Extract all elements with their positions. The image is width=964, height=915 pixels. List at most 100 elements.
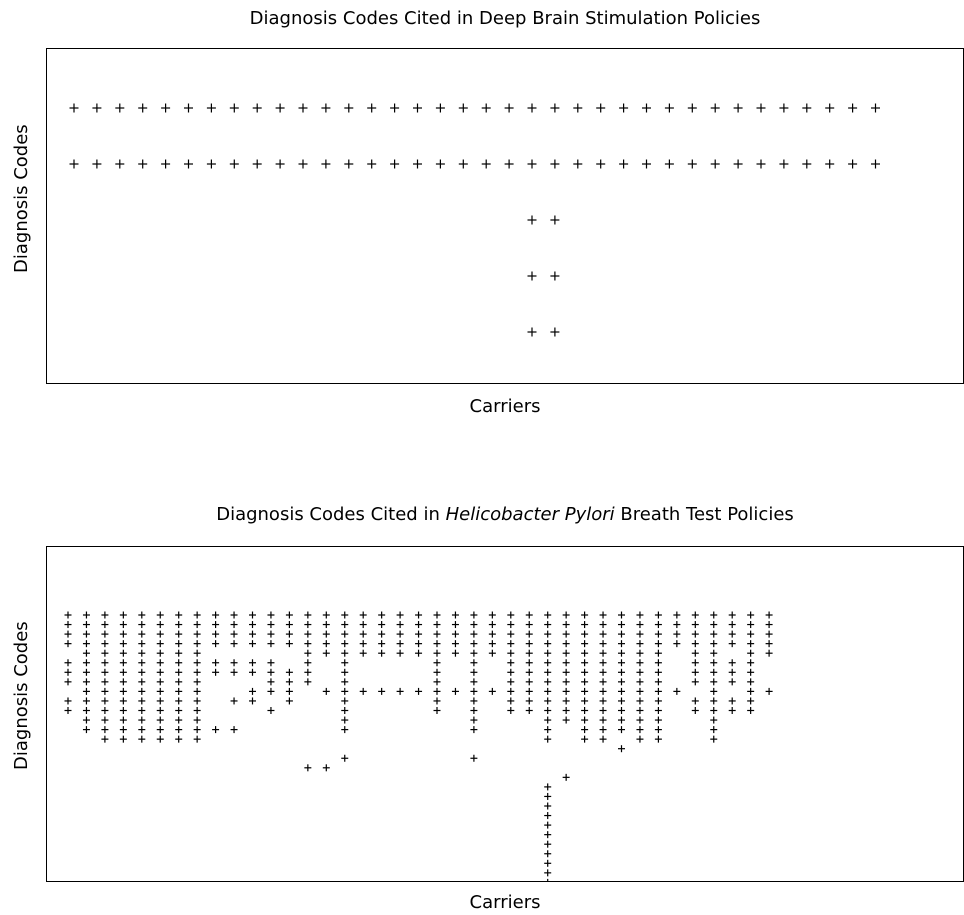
data-point-16	[435, 103, 445, 113]
data-point-32	[802, 103, 812, 113]
data-point-131	[267, 630, 275, 638]
data-point-257	[525, 697, 533, 705]
data-point-62	[138, 726, 146, 734]
data-point-54	[481, 159, 491, 169]
data-point-76	[527, 327, 537, 337]
data-point-350	[636, 716, 644, 724]
data-point-37	[119, 621, 127, 629]
data-point-27	[687, 103, 697, 113]
data-point-61	[138, 716, 146, 724]
data-point-142	[285, 668, 293, 676]
data-point-124	[249, 640, 256, 648]
data-point-78	[175, 611, 183, 619]
data-point-27	[101, 659, 109, 667]
data-point-99	[193, 678, 201, 686]
data-point-3	[138, 103, 148, 113]
data-point-11	[321, 103, 331, 113]
data-point-196	[415, 630, 423, 638]
data-point-198	[415, 649, 423, 657]
data-point-165	[341, 640, 349, 648]
data-point-28	[710, 103, 720, 113]
data-point-59	[596, 159, 606, 169]
data-point-204	[433, 649, 441, 657]
data-point-348	[636, 697, 644, 705]
data-point-289	[562, 659, 570, 667]
data-point-199	[415, 687, 423, 695]
data-point-201	[433, 621, 441, 629]
data-point-365	[654, 726, 662, 734]
data-point-57	[138, 678, 146, 686]
data-point-175	[341, 754, 349, 762]
data-point-185	[378, 640, 386, 648]
data-point-181	[359, 687, 367, 695]
data-point-211	[451, 611, 459, 619]
data-point-114	[230, 621, 238, 629]
data-point-75	[550, 271, 560, 281]
data-point-408	[747, 640, 755, 648]
x-axis-label: Carriers	[469, 892, 541, 913]
data-point-5	[64, 668, 72, 676]
data-point-140	[285, 630, 293, 638]
data-point-362	[654, 697, 662, 705]
data-point-172	[341, 707, 349, 714]
data-point-112	[212, 726, 220, 734]
data-point-270	[544, 716, 552, 724]
data-point-123	[249, 630, 256, 638]
data-point-342	[636, 640, 644, 648]
data-point-108	[212, 630, 220, 638]
data-point-15	[413, 103, 422, 113]
data-point-384	[710, 630, 718, 638]
data-point-221	[470, 649, 478, 657]
data-point-367	[673, 611, 681, 619]
data-point-70	[156, 668, 164, 676]
data-point-40	[161, 159, 171, 169]
data-point-334	[618, 697, 625, 705]
data-point-413	[747, 687, 755, 695]
data-point-243	[507, 668, 515, 676]
data-point-136	[267, 687, 275, 695]
data-point-178	[359, 630, 367, 638]
data-point-351	[636, 726, 644, 734]
data-point-52	[435, 159, 445, 169]
data-point-120	[230, 726, 238, 734]
data-point-272	[544, 735, 552, 743]
data-point-262	[544, 640, 552, 648]
data-point-156	[322, 621, 330, 629]
data-point-265	[544, 668, 552, 676]
data-point-48	[344, 159, 354, 169]
data-point-83	[175, 659, 183, 667]
data-point-404	[728, 707, 736, 714]
data-point-327	[618, 630, 625, 638]
data-point-31	[779, 103, 789, 113]
data-point-67	[779, 159, 789, 169]
data-point-63	[138, 735, 146, 743]
data-point-326	[618, 621, 625, 629]
data-point-183	[378, 621, 386, 629]
data-point-28	[101, 668, 109, 676]
data-point-19	[504, 103, 514, 113]
data-point-51	[413, 159, 422, 169]
data-point-276	[544, 812, 552, 820]
data-point-16	[82, 678, 90, 686]
data-point-184	[378, 630, 386, 638]
data-point-323	[599, 726, 607, 734]
data-point-1	[92, 103, 102, 113]
data-point-158	[322, 640, 330, 648]
data-point-50	[390, 159, 400, 169]
data-point-4	[64, 659, 72, 667]
data-point-249	[525, 621, 533, 629]
data-point-68	[802, 159, 812, 169]
data-point-148	[304, 630, 312, 638]
data-point-86	[175, 687, 183, 695]
data-point-385	[710, 640, 718, 648]
data-point-373	[691, 621, 699, 629]
data-point-396	[728, 611, 736, 619]
data-point-6	[206, 103, 216, 113]
data-point-66	[756, 159, 766, 169]
data-point-397	[728, 621, 736, 629]
data-point-321	[599, 707, 607, 714]
data-point-9	[275, 103, 285, 113]
data-point-49	[367, 159, 377, 169]
data-point-169	[341, 678, 349, 686]
data-point-344	[636, 659, 644, 667]
